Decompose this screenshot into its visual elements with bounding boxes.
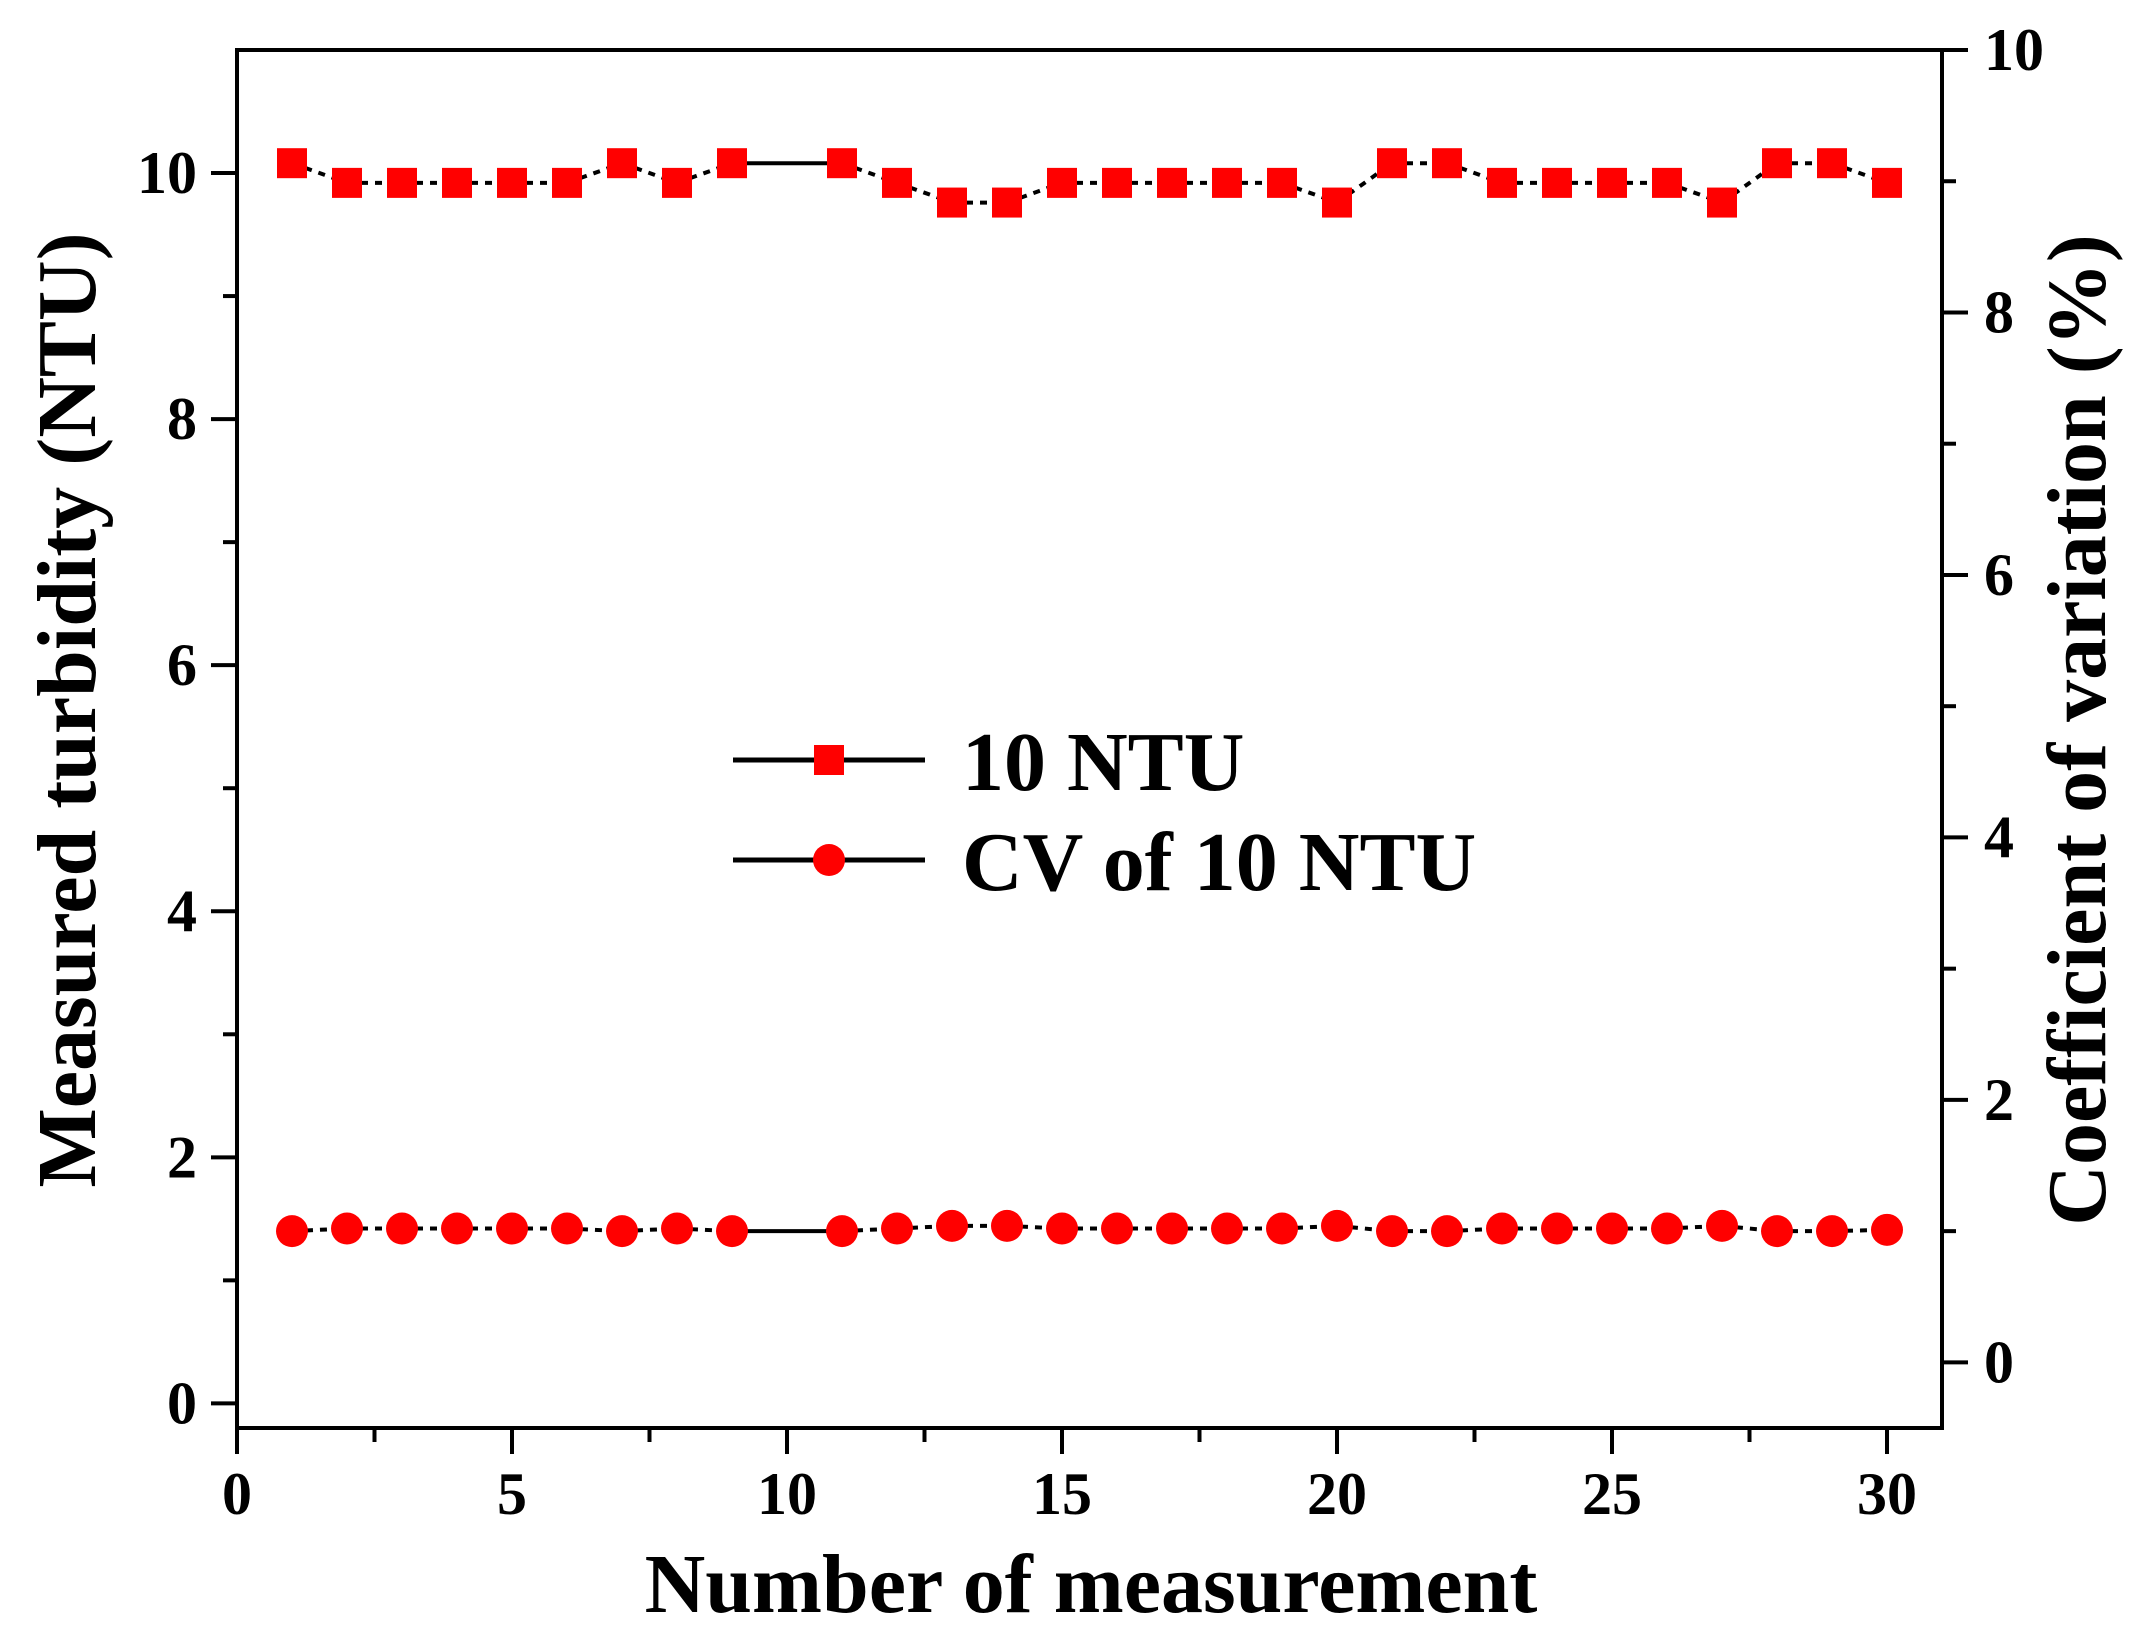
- circle-point: [386, 1212, 418, 1245]
- x-axis: 0 5 10 15 20 25 30: [222, 1428, 1917, 1527]
- circle-point: [716, 1215, 748, 1248]
- square-point: [717, 148, 747, 179]
- y-tick-label: 6: [167, 632, 197, 698]
- circle-point: [1486, 1212, 1518, 1245]
- square-point: [332, 167, 362, 198]
- legend-label: 10 NTU: [962, 716, 1244, 809]
- x-tick-label: 0: [222, 1461, 252, 1527]
- circle-point: [881, 1212, 913, 1245]
- square-point: [1652, 167, 1682, 198]
- square-point: [1707, 187, 1737, 218]
- square-point: [1817, 148, 1847, 179]
- square-point: [937, 187, 967, 218]
- circle-point: [1376, 1215, 1408, 1248]
- y-tick-label: 2: [167, 1124, 197, 1190]
- plot-frame: [235, 48, 1944, 1430]
- square-point: [1542, 167, 1572, 198]
- x-tick-label: 25: [1582, 1461, 1642, 1527]
- square-point: [1487, 167, 1517, 198]
- circle-point: [606, 1215, 638, 1248]
- circle-point: [551, 1212, 583, 1245]
- square-point: [992, 187, 1022, 218]
- plot-border: [235, 48, 1944, 1430]
- circle-point: [496, 1212, 528, 1245]
- square-point: [552, 167, 582, 198]
- circle-point: [1706, 1209, 1738, 1242]
- circle-point: [661, 1212, 693, 1245]
- y2-axis-title: Coefficient of variation (%): [2031, 234, 2124, 1225]
- square-point: [1377, 148, 1407, 179]
- circle-point: [1046, 1212, 1078, 1245]
- x-tick-label: 10: [757, 1461, 817, 1527]
- square-point: [497, 167, 527, 198]
- y-tick-label: 4: [167, 878, 197, 944]
- square-point: [1102, 167, 1132, 198]
- circle-point: [276, 1215, 308, 1248]
- square-point: [827, 148, 857, 179]
- square-point: [1872, 167, 1902, 198]
- circle-point: [1871, 1213, 1903, 1246]
- circle-point: [1266, 1212, 1298, 1245]
- circle-point: [1651, 1212, 1683, 1245]
- circle-point: [1156, 1212, 1188, 1245]
- circle-point: [1761, 1215, 1793, 1248]
- circle-point: [1321, 1209, 1353, 1242]
- y-axis-title: Measured turbidity (NTU): [21, 232, 114, 1187]
- circle-point: [826, 1215, 858, 1248]
- y2-tick-label: 4: [1984, 804, 2014, 870]
- y2-tick-label: 10: [1984, 17, 2044, 83]
- x-tick-label: 15: [1032, 1461, 1092, 1527]
- circle-point: [1101, 1212, 1133, 1245]
- x-tick-label: 30: [1857, 1461, 1917, 1527]
- square-point: [607, 148, 637, 179]
- legend-circle-marker: [813, 844, 845, 876]
- circle-point: [1541, 1212, 1573, 1245]
- square-point: [1762, 148, 1792, 179]
- circle-point: [1211, 1212, 1243, 1245]
- circle-point: [441, 1212, 473, 1245]
- series-layer: [276, 148, 1903, 1248]
- circle-point: [991, 1209, 1023, 1242]
- legend-label: CV of 10 NTU: [962, 816, 1476, 909]
- square-point: [442, 167, 472, 198]
- square-point: [1047, 167, 1077, 198]
- circle-point: [1431, 1215, 1463, 1248]
- y-axis-left: 0 2 4 6 8 10: [137, 140, 237, 1436]
- square-point: [277, 148, 307, 179]
- square-point: [1432, 148, 1462, 179]
- square-point: [1322, 187, 1352, 218]
- x-axis-title: Number of measurement: [645, 1538, 1538, 1625]
- square-point: [882, 167, 912, 198]
- x-tick-label: 20: [1307, 1461, 1367, 1527]
- y2-tick-label: 6: [1984, 542, 2014, 608]
- circle-point: [1816, 1215, 1848, 1248]
- circle-point: [331, 1212, 363, 1245]
- square-point: [1157, 167, 1187, 198]
- y-tick-label: 10: [137, 140, 197, 206]
- square-point: [1267, 167, 1297, 198]
- y-tick-label: 8: [167, 386, 197, 452]
- x-tick-label: 5: [497, 1461, 527, 1527]
- y-tick-label: 0: [167, 1370, 197, 1436]
- circle-point: [1596, 1212, 1628, 1245]
- square-point: [662, 167, 692, 198]
- y2-tick-label: 8: [1984, 279, 2014, 345]
- circle-point: [936, 1209, 968, 1242]
- square-point: [1212, 167, 1242, 198]
- y2-tick-label: 0: [1984, 1329, 2014, 1395]
- y2-tick-label: 2: [1984, 1067, 2014, 1133]
- square-point: [1597, 167, 1627, 198]
- legend-square-marker: [814, 745, 844, 775]
- y-axis-right: 0 2 4 6 8 10: [1942, 17, 2044, 1395]
- square-point: [387, 167, 417, 198]
